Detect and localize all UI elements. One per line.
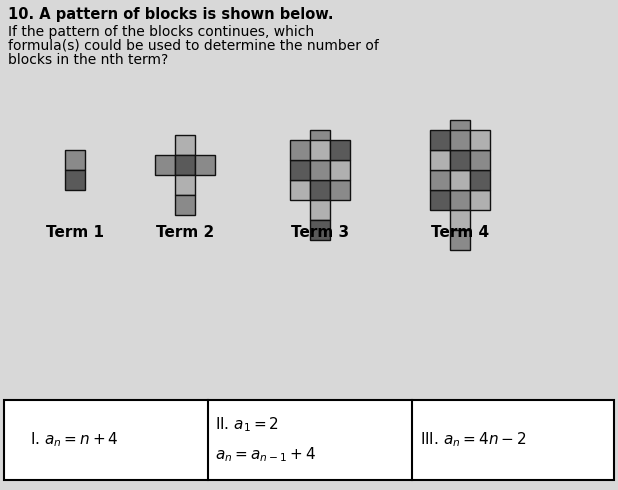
Bar (310, 200, 330, 220)
Bar (175, 195, 195, 215)
Text: blocks in the nth term?: blocks in the nth term? (8, 53, 168, 67)
Bar (450, 130, 470, 150)
Bar (310, 140, 330, 160)
Bar (450, 150, 470, 170)
Bar (175, 155, 195, 175)
Text: Term 1: Term 1 (46, 225, 104, 240)
Bar (175, 175, 195, 195)
Bar (310, 130, 330, 150)
Text: Term 3: Term 3 (291, 225, 349, 240)
Bar (450, 170, 470, 190)
Text: formula(s) could be used to determine the number of: formula(s) could be used to determine th… (8, 39, 379, 53)
Text: 10. A pattern of blocks is shown below.: 10. A pattern of blocks is shown below. (8, 7, 334, 22)
Bar (430, 170, 450, 190)
Bar (470, 150, 490, 170)
Text: I. $a_n = n + 4$: I. $a_n = n + 4$ (30, 431, 119, 449)
Text: II. $a_1 = 2$: II. $a_1 = 2$ (215, 415, 279, 434)
Text: III. $a_n = 4n - 2$: III. $a_n = 4n - 2$ (420, 431, 527, 449)
Bar (430, 130, 450, 150)
Text: If the pattern of the blocks continues, which: If the pattern of the blocks continues, … (8, 25, 314, 39)
Bar (290, 160, 310, 180)
Bar (470, 130, 490, 150)
Bar (470, 190, 490, 210)
Bar (450, 230, 470, 250)
Bar (330, 160, 350, 180)
Bar (450, 210, 470, 230)
Bar (290, 180, 310, 200)
Bar (290, 140, 310, 160)
Bar (450, 190, 470, 210)
Bar (330, 140, 350, 160)
Bar (450, 140, 470, 160)
Bar (430, 150, 450, 170)
Bar (330, 180, 350, 200)
Bar (470, 170, 490, 190)
Bar (430, 190, 450, 210)
Bar (4, 400, 614, 480)
Bar (65, 170, 85, 190)
Bar (450, 120, 470, 140)
Bar (310, 220, 330, 240)
Bar (195, 155, 215, 175)
Text: $a_n = a_{n-1} + 4$: $a_n = a_{n-1} + 4$ (215, 445, 316, 464)
Bar (310, 180, 330, 200)
Bar (175, 135, 195, 155)
Bar (65, 150, 85, 170)
Bar (155, 155, 175, 175)
Bar (310, 160, 330, 180)
Text: Term 4: Term 4 (431, 225, 489, 240)
Text: Term 2: Term 2 (156, 225, 214, 240)
